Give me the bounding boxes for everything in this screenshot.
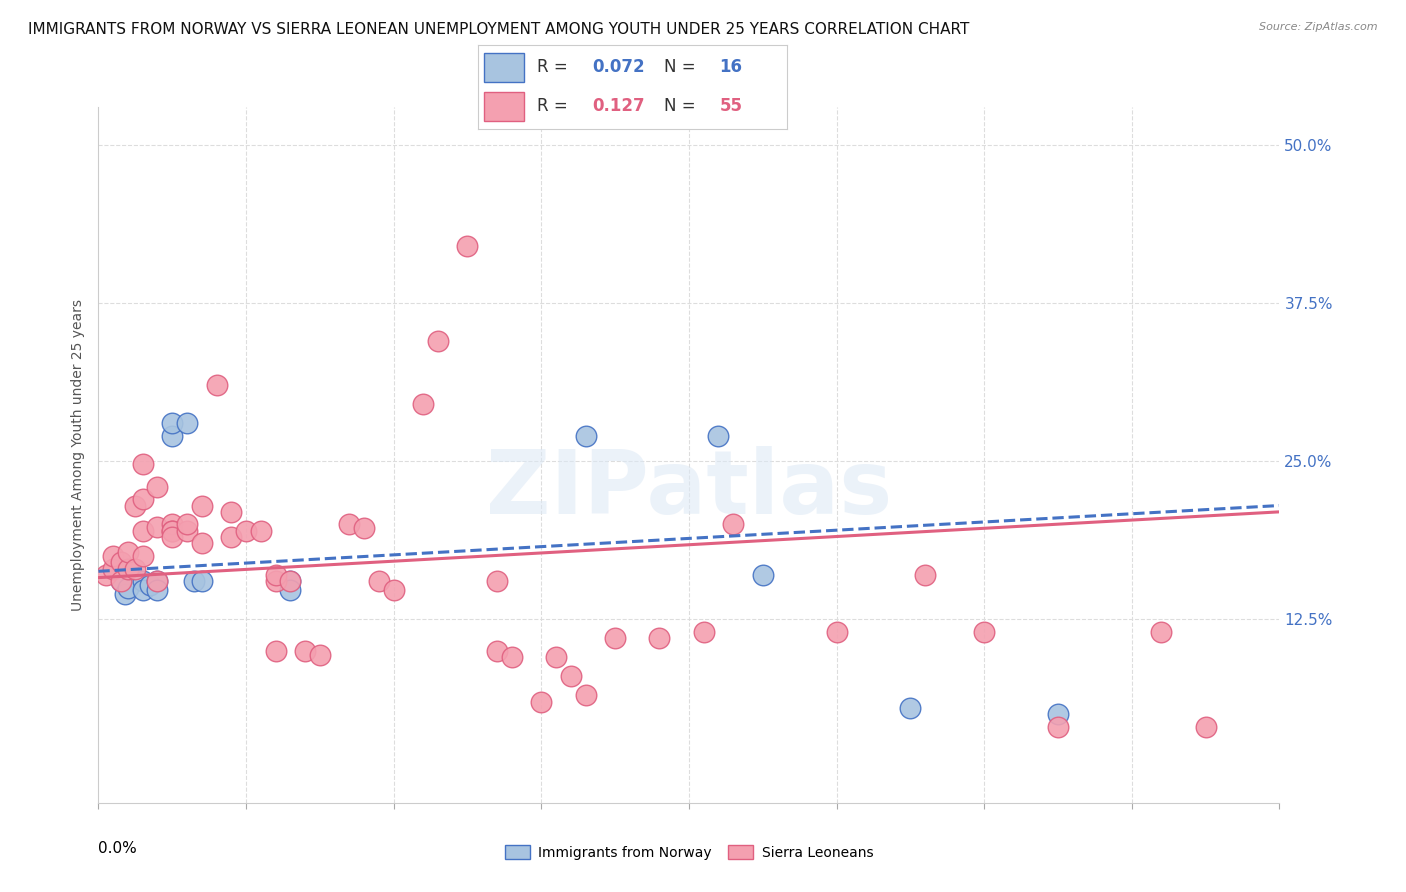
- Legend: Immigrants from Norway, Sierra Leoneans: Immigrants from Norway, Sierra Leoneans: [499, 839, 879, 865]
- Text: Source: ZipAtlas.com: Source: ZipAtlas.com: [1260, 22, 1378, 32]
- Point: [294, 644, 316, 658]
- Point: [1194, 720, 1216, 734]
- Point: [1046, 707, 1069, 722]
- Point: [1150, 625, 1173, 640]
- Text: 55: 55: [720, 97, 742, 115]
- Point: [456, 239, 478, 253]
- Point: [900, 701, 922, 715]
- Text: N =: N =: [664, 97, 695, 115]
- Point: [132, 524, 155, 538]
- Point: [278, 583, 302, 598]
- Point: [139, 578, 162, 592]
- Point: [117, 562, 139, 576]
- Point: [707, 429, 730, 443]
- Bar: [484, 92, 524, 120]
- Y-axis label: Unemployment Among Youth under 25 years: Unemployment Among Youth under 25 years: [72, 299, 86, 611]
- Point: [382, 583, 405, 598]
- Point: [146, 520, 169, 534]
- Point: [162, 517, 183, 532]
- Point: [162, 524, 183, 538]
- Point: [605, 632, 627, 646]
- Point: [235, 524, 257, 538]
- Point: [191, 499, 214, 513]
- Point: [114, 587, 136, 601]
- Point: [721, 517, 744, 532]
- Point: [353, 521, 375, 535]
- Point: [337, 517, 360, 532]
- Text: 16: 16: [720, 59, 742, 77]
- Point: [191, 536, 214, 550]
- Point: [94, 568, 117, 582]
- Text: 0.0%: 0.0%: [98, 841, 138, 856]
- Point: [132, 583, 155, 598]
- Point: [146, 574, 169, 589]
- Text: ZIPatlas: ZIPatlas: [486, 446, 891, 533]
- Point: [110, 574, 132, 589]
- Point: [426, 334, 449, 348]
- Point: [176, 517, 198, 532]
- Point: [176, 417, 198, 431]
- Text: 0.072: 0.072: [592, 59, 645, 77]
- Point: [250, 524, 273, 538]
- Point: [205, 378, 228, 392]
- Point: [278, 574, 302, 589]
- Point: [110, 574, 132, 589]
- Text: 0.127: 0.127: [592, 97, 645, 115]
- Point: [219, 505, 242, 519]
- Point: [485, 574, 508, 589]
- Point: [162, 417, 183, 431]
- Point: [530, 695, 553, 709]
- Point: [560, 669, 582, 683]
- Point: [183, 574, 205, 589]
- Point: [117, 545, 139, 559]
- Point: [825, 625, 848, 640]
- Text: IMMIGRANTS FROM NORWAY VS SIERRA LEONEAN UNEMPLOYMENT AMONG YOUTH UNDER 25 YEARS: IMMIGRANTS FROM NORWAY VS SIERRA LEONEAN…: [28, 22, 970, 37]
- Point: [146, 583, 169, 598]
- Point: [146, 574, 169, 589]
- Point: [914, 568, 936, 582]
- Point: [485, 644, 508, 658]
- Point: [103, 562, 125, 576]
- Text: N =: N =: [664, 59, 695, 77]
- Point: [278, 574, 302, 589]
- Point: [219, 530, 242, 544]
- Point: [117, 581, 139, 595]
- Point: [693, 625, 716, 640]
- Point: [162, 524, 183, 538]
- Bar: [484, 54, 524, 82]
- Point: [124, 499, 146, 513]
- Point: [367, 574, 389, 589]
- Text: R =: R =: [537, 97, 568, 115]
- Point: [501, 650, 523, 665]
- Point: [162, 429, 183, 443]
- Point: [132, 574, 155, 589]
- Point: [124, 562, 146, 576]
- Point: [117, 562, 139, 576]
- Point: [264, 574, 287, 589]
- Point: [264, 568, 287, 582]
- Point: [103, 549, 125, 563]
- Point: [132, 457, 155, 471]
- Point: [1046, 720, 1069, 734]
- Point: [264, 644, 287, 658]
- Point: [132, 492, 155, 507]
- Point: [176, 524, 198, 538]
- Point: [546, 650, 568, 665]
- Point: [162, 530, 183, 544]
- Point: [132, 549, 155, 563]
- Text: R =: R =: [537, 59, 568, 77]
- Point: [751, 568, 773, 582]
- Point: [574, 688, 596, 702]
- Point: [973, 625, 995, 640]
- Point: [574, 429, 596, 443]
- Point: [110, 556, 132, 570]
- Point: [412, 397, 434, 411]
- Point: [648, 632, 671, 646]
- Point: [308, 648, 332, 662]
- Point: [191, 574, 214, 589]
- Point: [146, 479, 169, 493]
